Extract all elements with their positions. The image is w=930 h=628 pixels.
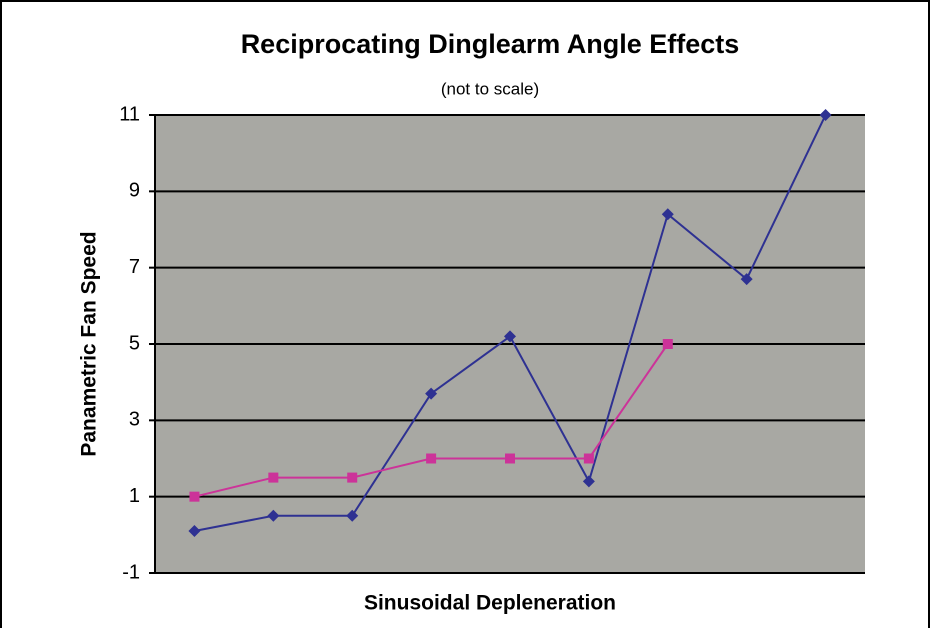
y-axis-label: Panametric Fan Speed (78, 231, 101, 456)
y-tick-label: 3 (129, 409, 140, 431)
y-tick-label: 1 (129, 485, 140, 507)
point-marker (189, 491, 200, 502)
point-marker (425, 387, 438, 400)
point-marker (347, 472, 358, 483)
point-marker (819, 109, 832, 121)
point-marker (582, 475, 595, 488)
y-tick-label: 9 (129, 180, 140, 202)
point-marker (505, 453, 515, 464)
y-tick-label: -1 (122, 561, 140, 583)
point-marker (662, 339, 673, 349)
point-marker (346, 509, 359, 522)
point-marker (583, 453, 594, 464)
point-marker (740, 273, 753, 286)
point-marker (188, 525, 201, 538)
chart-title: Reciprocating Dinglearm Angle Effects (241, 29, 740, 59)
point-marker (504, 330, 516, 343)
x-axis-label: Sinusoidal Depleneration (364, 592, 616, 615)
point-marker (268, 472, 279, 483)
y-tick-label: 11 (119, 103, 140, 125)
y-tick-label: 5 (129, 332, 140, 354)
point-marker (267, 509, 280, 522)
point-marker (426, 453, 437, 464)
y-tick-label: 7 (129, 256, 140, 278)
point-marker (661, 208, 674, 221)
chart-subtitle: (not to scale) (441, 79, 539, 98)
